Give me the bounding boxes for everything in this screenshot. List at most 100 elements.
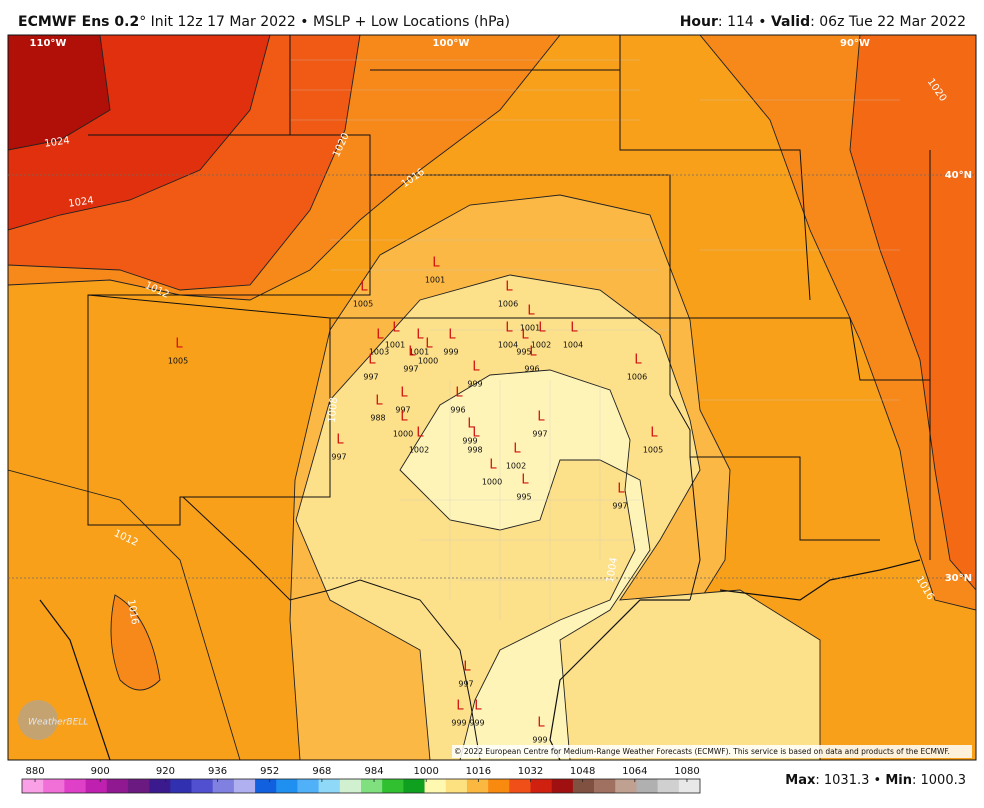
colorbar-segment (85, 779, 108, 793)
low-symbol: L (537, 716, 545, 731)
hour-label: Hour (680, 14, 718, 30)
colorbar-tick-label: 1048 (570, 766, 595, 777)
colorbar-segment (594, 779, 616, 793)
coordinate-label: 30°N (945, 573, 972, 584)
low-symbol: L (455, 386, 463, 401)
colorbar-tick-label: 1064 (622, 766, 647, 777)
low-pressure: 997 (532, 430, 547, 439)
low-pressure: 999 (462, 437, 477, 446)
colorbar-frame (21, 778, 701, 794)
colorbar-segment (572, 779, 595, 793)
colorbar-tick-label: 936 (208, 766, 227, 777)
low-pressure: 1002 (409, 446, 429, 455)
low-pressure: 997 (395, 406, 410, 415)
low-symbol: L (467, 417, 475, 432)
low-symbol: L (538, 321, 546, 336)
low-symbol: L (521, 328, 529, 343)
low-pressure: 1000 (393, 430, 413, 439)
low-pressure: 1005 (168, 357, 188, 366)
low-pressure: 1002 (531, 341, 551, 350)
low-symbol: L (617, 482, 625, 497)
shade-1020-east (849, 35, 976, 591)
latitude-lines (8, 174, 976, 579)
copyright-bg (452, 745, 972, 758)
hour-value: : 114 • (718, 14, 771, 30)
colorbar-segment (509, 779, 531, 793)
colorbar-tick-label: 1032 (518, 766, 543, 777)
colorbar-segment (530, 779, 552, 793)
isobar-labels: 1024102410201016101210081012101610041020… (44, 77, 949, 626)
colorbar: 880 900 920 936 952 968 984 1000 1016 1032 1048 106… (21, 766, 701, 794)
title-rest: ° Init 12z 17 Mar 2022 • MSLP + Low Loca… (139, 14, 510, 30)
colorbar-tick-label: 1016 (466, 766, 491, 777)
max-sep: : (815, 773, 824, 788)
low-pressure: 1001 (425, 276, 445, 285)
frame (7, 34, 977, 761)
copyright: © 2022 European Centre for Medium-Range … (454, 747, 950, 756)
colorbar-tick-label: 1080 (674, 766, 699, 777)
low-pressure: 997 (612, 502, 627, 511)
watermark-text: WeatherBELL (28, 718, 88, 728)
low-pressure: 995 (516, 493, 531, 502)
colorbar-segment (361, 779, 383, 793)
low-pressure: 997 (458, 680, 473, 689)
low-symbol: L (472, 426, 480, 441)
shade-1004 (295, 274, 821, 760)
max-label: Max (785, 773, 816, 788)
low-pressure: 999 (532, 736, 547, 745)
low-pressure: 997 (331, 453, 346, 462)
colorbar-segment (445, 779, 468, 793)
low-pressure: 999 (469, 719, 484, 728)
colorbar-segment (127, 779, 150, 793)
low-pressure: 996 (524, 365, 539, 374)
low-symbol: L (448, 328, 456, 343)
colorbar-segment (318, 779, 341, 793)
low-symbol: L (537, 410, 545, 425)
valid-label: Valid (771, 14, 810, 30)
low-symbol: L (175, 337, 183, 352)
colorbar-segment (678, 779, 701, 793)
colorbar-tick-label: 984 (364, 766, 383, 777)
colorbar-segment (424, 779, 447, 793)
low-pressure: 999 (451, 719, 466, 728)
low-symbol: L (336, 433, 344, 448)
low-symbol: L (527, 304, 535, 319)
low-pressure: 1001 (520, 324, 540, 333)
colorbar-segment (106, 779, 129, 793)
low-symbol: L (425, 337, 433, 352)
low-pressure: 1004 (563, 341, 583, 350)
low-pressure: 1003 (369, 348, 389, 357)
map: 1024102410201016101210081012101610041020… (7, 34, 977, 761)
min-value: 1000.3 (921, 773, 967, 788)
colorbar-segment (233, 779, 256, 793)
low-symbol: L (392, 321, 400, 336)
low-symbol: L (432, 256, 440, 271)
low-symbol: L (513, 442, 521, 457)
low-pressure: 1005 (643, 446, 663, 455)
low-symbol: L (360, 280, 368, 295)
valid-value: : 06z Tue 22 Mar 2022 (810, 14, 966, 30)
isobar-label: 1024 (68, 195, 95, 209)
low-symbol: L (529, 345, 537, 360)
isobar-label: 1008 (327, 397, 340, 423)
low-symbol: L (416, 426, 424, 441)
colorbar-segment (297, 779, 319, 793)
shade-1016-south (110, 594, 161, 691)
low-pressure: 1006 (627, 373, 647, 382)
county-lines (290, 59, 900, 620)
colorbar-segment (339, 779, 362, 793)
colorbar-segment (551, 779, 574, 793)
coordinate-label: 90°W (840, 38, 870, 49)
low-pressure: 998 (467, 446, 482, 455)
colorbar-tick-label: 920 (156, 766, 175, 777)
max-min-sep: • (869, 773, 885, 788)
max-value: 1031.3 (824, 773, 870, 788)
low-symbol: L (474, 699, 482, 714)
low-pressure: 1004 (498, 341, 518, 350)
low-symbol: L (400, 410, 408, 425)
low-pressure: 1005 (353, 300, 373, 309)
colorbar-segment (64, 779, 86, 793)
